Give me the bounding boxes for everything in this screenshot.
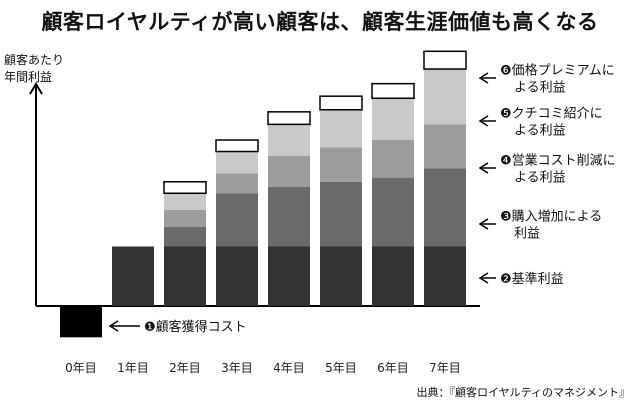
bar-segment-referral-4 xyxy=(268,124,310,156)
bar-segment-base_profit-1 xyxy=(112,246,154,306)
bar-segment-cost_reduction-7 xyxy=(424,124,466,169)
bar-segment-referral-5 xyxy=(320,109,362,148)
bar-segment-base_profit-3 xyxy=(216,246,258,306)
x-tick-label: 2年目 xyxy=(169,361,201,375)
x-tick-label: 4年目 xyxy=(273,361,305,375)
bar-segment-price_premium-3 xyxy=(215,139,259,153)
arrow-head-cost_reduction xyxy=(478,162,489,174)
bar-segment-price_premium-5 xyxy=(319,95,363,111)
x-tick-label: 5年目 xyxy=(325,361,357,375)
legend-label-price_premium: ❻価格プレミアムに xyxy=(500,63,615,79)
bar-segment-referral-2 xyxy=(164,193,206,210)
bar-segment-purchase_increase-3 xyxy=(216,193,258,247)
bar-segment-referral-6 xyxy=(372,98,414,141)
bar-segment-cost_reduction-3 xyxy=(216,173,258,194)
source-note: 出典：『顧客ロイヤルティのマネジメント』 xyxy=(416,386,630,399)
x-tick-label: 1年目 xyxy=(117,361,149,375)
bar-segment-base_profit-7 xyxy=(424,246,466,306)
bar-segment-price_premium-7 xyxy=(423,50,467,70)
y-axis-label: 顧客あたり 年間利益 xyxy=(4,52,74,86)
bar-segment-purchase_increase-7 xyxy=(424,168,466,247)
bar-segment-referral-7 xyxy=(424,69,466,125)
x-tick-label: 0年目 xyxy=(65,361,97,375)
bar-segment-cost_reduction-6 xyxy=(372,140,414,178)
bar-segment-base_profit-2 xyxy=(164,246,206,306)
arrow-head-purchase_increase xyxy=(478,218,489,230)
x-tick-label: 7年目 xyxy=(429,361,461,375)
legend-label-base_profit: ❷基準利益 xyxy=(500,271,564,287)
bar-segment-price_premium-2 xyxy=(163,181,207,195)
bar-segment-purchase_increase-5 xyxy=(320,181,362,247)
arrow-head-base_profit xyxy=(478,272,489,284)
bar-segment-acquisition_cost-0 xyxy=(60,306,102,338)
bar-segment-price_premium-4 xyxy=(267,111,311,126)
legend-label-cost_reduction: よる利益 xyxy=(514,171,566,186)
bar-segment-purchase_increase-4 xyxy=(268,187,310,247)
legend-label-purchase_increase: ❸購入増加による xyxy=(500,210,602,225)
bar-segment-price_premium-6 xyxy=(371,82,415,100)
bar-segment-referral-3 xyxy=(216,151,258,174)
legend-label-cost_reduction: ❹営業コスト削減に xyxy=(500,153,616,169)
bar-segment-base_profit-4 xyxy=(268,246,310,306)
bar-segment-cost_reduction-5 xyxy=(320,147,362,182)
bar-segment-cost_reduction-4 xyxy=(268,155,310,187)
x-tick-label: 3年目 xyxy=(221,361,253,375)
arrow-head-acquisition xyxy=(108,320,119,332)
legend-label-referral: ❺クチコミ紹介に xyxy=(500,107,603,122)
chart-title: 顧客ロイヤルティが高い顧客は、顧客生涯価値も高くなる xyxy=(41,10,599,34)
bar-segment-base_profit-5 xyxy=(320,246,362,306)
y-axis-label-line-2: 年間利益 xyxy=(4,70,53,84)
bar-segment-purchase_increase-2 xyxy=(164,226,206,247)
legend-label-referral: よる利益 xyxy=(514,124,566,139)
arrow-head-price_premium xyxy=(478,72,489,84)
bar-segment-cost_reduction-2 xyxy=(164,209,206,227)
y-axis-arrowhead xyxy=(29,82,43,95)
legend-label-acquisition-cost: ❶顧客獲得コスト xyxy=(144,319,247,335)
x-tick-label: 6年目 xyxy=(377,361,409,375)
bar-segment-purchase_increase-6 xyxy=(372,177,414,247)
y-axis-label-line-1: 顧客あたり xyxy=(4,53,65,67)
arrow-head-referral xyxy=(478,115,489,127)
legend-label-purchase_increase: 利益 xyxy=(514,227,540,242)
bar-segment-base_profit-6 xyxy=(372,246,414,306)
legend-label-price_premium: よる利益 xyxy=(514,81,566,96)
